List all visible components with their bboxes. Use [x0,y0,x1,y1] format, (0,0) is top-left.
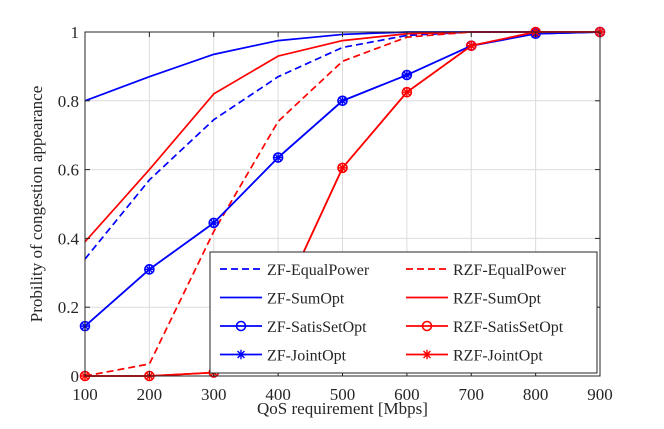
legend-rzf-satissetopt-marker [421,320,433,332]
zf-jointopt-marker [273,152,283,163]
legend-zf-jointopt-marker [236,349,246,360]
x-tick-label: 100 [72,385,98,404]
legend-zf-satissetopt-marker [235,320,247,332]
y-tick-label: 0.4 [58,229,80,248]
x-tick-label: 900 [587,385,613,404]
rzf-equalpower-line [84,31,600,377]
legend-label-rzf-jointopt: RZF-JointOpt [453,348,543,365]
series-rzf-equalpower [84,31,600,377]
x-tick-label: 200 [137,385,163,404]
x-tick-label: 500 [330,385,356,404]
y-tick-label: 0.6 [58,161,79,180]
y-axis-label: Probility of congestion appearance [27,86,46,323]
legend-entry-rzf-sumopt: RZF-SumOpt [406,291,542,308]
zf-jointopt-marker [144,264,155,275]
zf-jointopt-marker [402,70,412,80]
legend-entry-zf-satissetopt: ZF-SatisSetOpt [220,319,367,336]
legend: ZF-EqualPower RZF-EqualPower ZF-SumOpt RZF-… [209,251,598,374]
legend-label-zf-equalpower: ZF-EqualPower [267,262,370,279]
rzf-jointopt-marker [402,87,412,97]
x-tick-label: 800 [523,385,549,404]
zf-jointopt-marker [208,218,219,228]
legend-entry-zf-equalpower: ZF-EqualPower [220,262,370,279]
x-axis-label: QoS requirement [Mbps] [257,399,428,418]
x-tick-label: 300 [201,385,227,404]
legend-label-rzf-satissetopt: RZF-SatisSetOpt [453,319,564,336]
legend-entry-rzf-jointopt: RZF-JointOpt [406,348,543,365]
x-tick-label: 600 [394,385,420,404]
legend-box [209,251,598,374]
rzf-jointopt-marker [337,163,348,173]
y-tick-label: 0.8 [58,92,79,111]
rzf-jointopt-marker [466,40,477,51]
legend-entry-zf-jointopt: ZF-JointOpt [220,348,347,365]
y-tick-label: 1 [71,23,80,42]
legend-entry-rzf-equalpower: RZF-EqualPower [406,262,567,279]
legend-label-rzf-equalpower: RZF-EqualPower [453,262,567,279]
x-tick-label: 400 [265,385,291,404]
y-tick-label: 0.2 [58,298,79,317]
legend-label-rzf-sumopt: RZF-SumOpt [453,291,542,308]
x-tick-label: 700 [459,385,485,404]
axis-ticks: 100 200 300 400 500 600 700 800 900 0 0.2 0.4 0.6 0.8… [58,23,613,404]
legend-entry-zf-sumopt: ZF-SumOpt [220,291,345,308]
legend-label-zf-jointopt: ZF-JointOpt [267,348,347,365]
legend-label-zf-sumopt: ZF-SumOpt [267,291,345,308]
legend-rzf-jointopt-marker [422,349,432,360]
zf-jointopt-marker [337,96,348,106]
legend-entry-rzf-satissetopt: RZF-SatisSetOpt [406,319,564,336]
legend-label-zf-satissetopt: ZF-SatisSetOpt [267,319,367,336]
y-tick-label: 0 [71,367,80,386]
